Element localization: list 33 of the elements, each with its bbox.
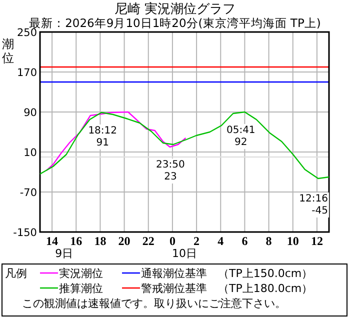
x-tick-label: 22 <box>142 234 154 248</box>
annotation: 12:16 -45 <box>299 194 328 216</box>
y-tick-label: 10 <box>24 147 37 159</box>
legend-label: 推算潮位 <box>59 282 103 295</box>
legend-label: 警戒潮位基準 （TP上180.0cm） <box>141 282 313 295</box>
y-tick-label: -150 <box>13 227 37 239</box>
text: この観測値は速報値です。取り扱いにご注意下さい。 <box>22 297 286 310</box>
legend-label: 実況潮位 <box>59 267 103 280</box>
title: 尼崎 実況潮位グラフ <box>114 2 236 17</box>
x-tick-label: 8 <box>266 234 272 248</box>
y-tick-label: 170 <box>16 67 37 79</box>
x-tick-label: 12 <box>310 234 323 248</box>
subtitle: 最新：2026年9月10日1時20分(東京湾平均海面 TP上) <box>29 16 321 30</box>
annotation: 05:41 92 <box>226 125 256 148</box>
annotation: 18:12 91 <box>88 126 118 148</box>
x-tick-label: 16 <box>70 234 82 248</box>
ylabel: 潮位 <box>2 37 14 65</box>
x-tick-label: 14 <box>46 234 58 248</box>
x-tick-label: 18 <box>94 234 106 248</box>
x-tick-label: 20 <box>118 234 130 248</box>
y-tick-label: 90 <box>24 107 37 119</box>
y-tick-label: 250 <box>16 27 37 39</box>
x-tick-label: 0 <box>169 234 176 248</box>
x-tick-label: 10 <box>286 234 299 248</box>
legend-title: 凡例 <box>5 267 27 280</box>
annotation: 23:50 23 <box>156 160 185 182</box>
x2-tick-label: 9日 <box>55 247 74 260</box>
legend-label: 通報潮位基準 （TP上150.0cm） <box>141 267 313 280</box>
x-tick-label: 6 <box>242 234 248 248</box>
y-tick-label: -70 <box>20 187 37 199</box>
x-tick-label: 2 <box>194 234 200 248</box>
x-tick-label: 4 <box>218 234 224 248</box>
x2-tick-label: 10日 <box>172 247 197 260</box>
